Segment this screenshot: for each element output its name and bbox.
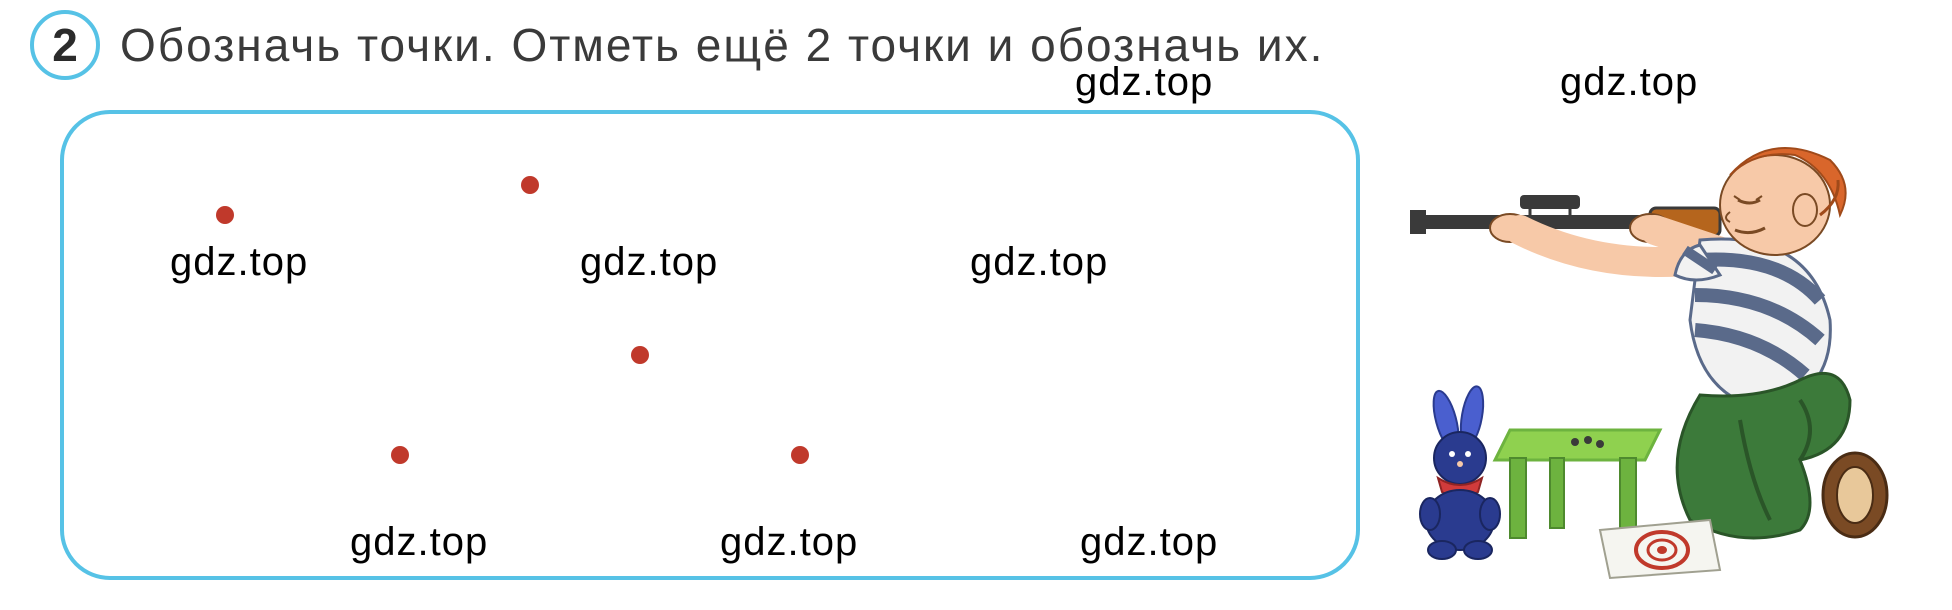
dot-point xyxy=(521,176,539,194)
watermark-text: gdz.top xyxy=(580,240,718,285)
watermark-text: gdz.top xyxy=(720,520,858,565)
dot-point xyxy=(631,346,649,364)
pants-icon xyxy=(1677,373,1850,538)
watermark-text: gdz.top xyxy=(350,520,488,565)
shoe-icon xyxy=(1823,453,1887,537)
points-box xyxy=(60,110,1360,580)
watermark-text: gdz.top xyxy=(1080,520,1218,565)
page-root: 2 Обозначь точки. Отметь ещё 2 точки и о… xyxy=(0,0,1952,610)
watermark-text: gdz.top xyxy=(970,240,1108,285)
task-number-text: 2 xyxy=(52,18,78,72)
watermark-text: gdz.top xyxy=(1560,60,1698,105)
dot-point xyxy=(791,446,809,464)
dot-point xyxy=(391,446,409,464)
task-number-circle: 2 xyxy=(30,10,100,80)
dot-point xyxy=(216,206,234,224)
target-paper-icon xyxy=(1600,520,1720,578)
bunny-toy-icon xyxy=(1420,385,1500,559)
watermark-text: gdz.top xyxy=(170,240,308,285)
boy-shooting-illustration xyxy=(1400,100,1920,580)
watermark-text: gdz.top xyxy=(1075,60,1213,105)
table-icon xyxy=(1495,430,1660,538)
head-icon xyxy=(1720,148,1846,255)
